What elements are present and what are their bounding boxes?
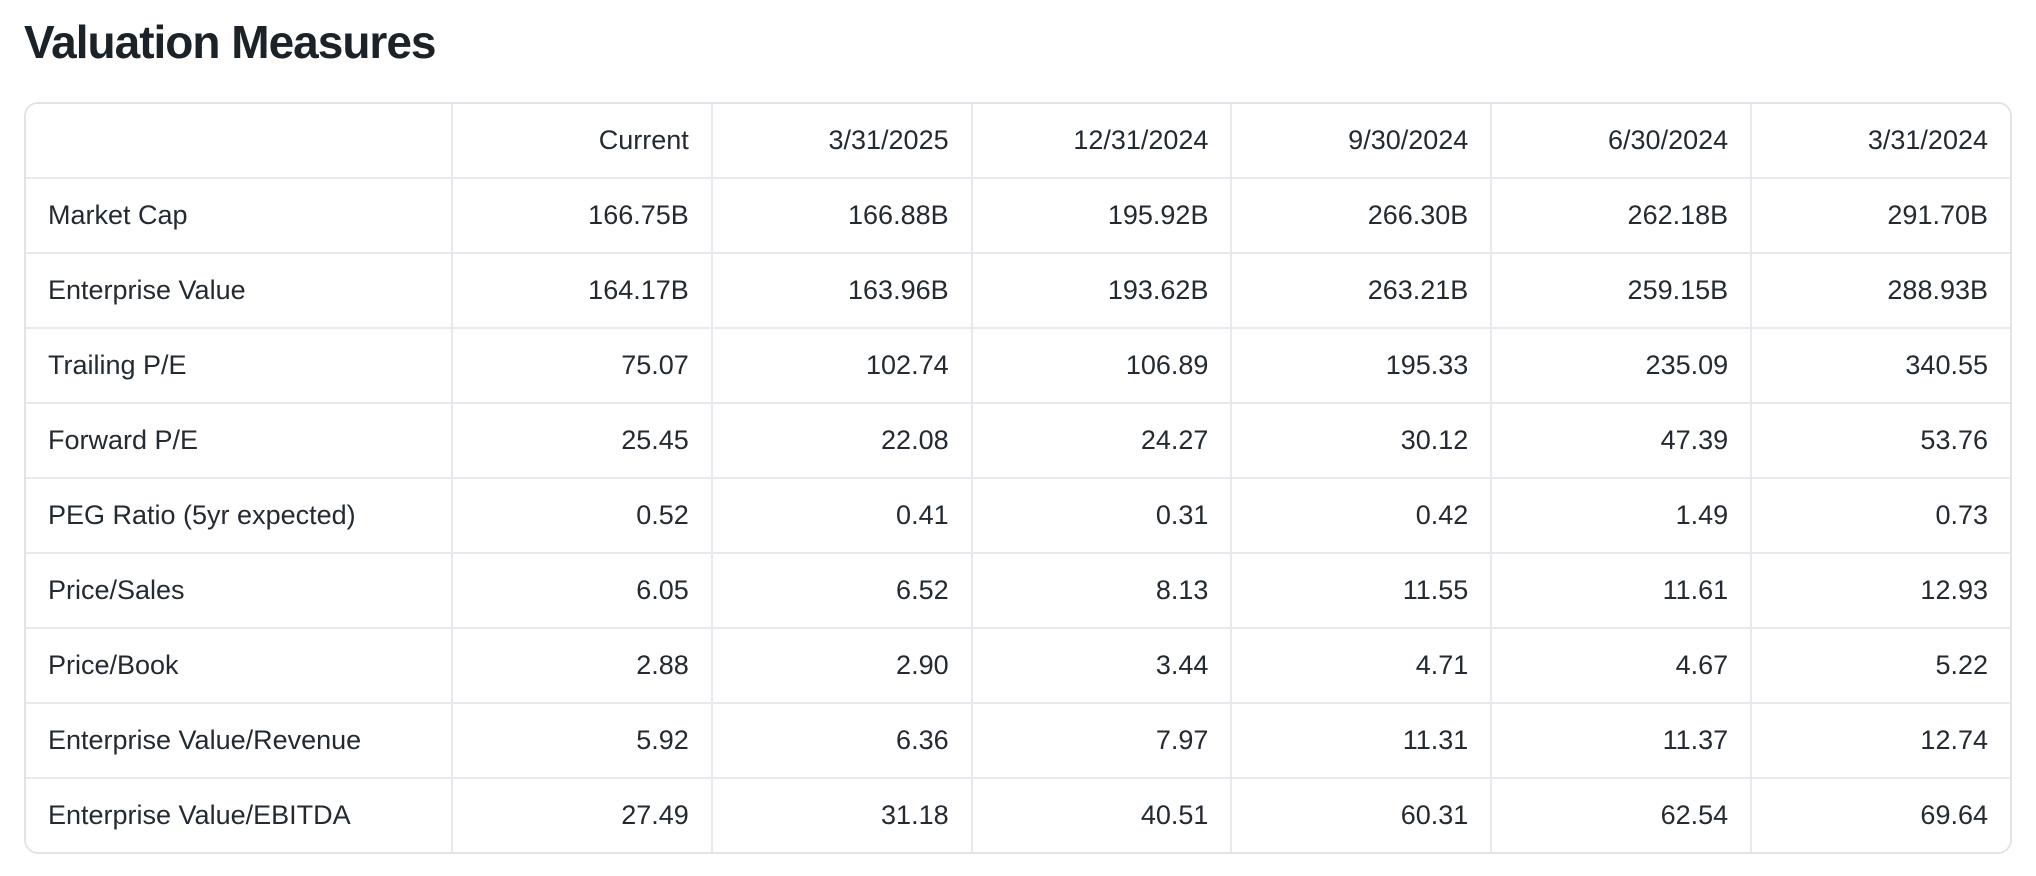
metric-value-cell: 30.12 — [1230, 402, 1491, 477]
metric-value-cell: 166.75B — [450, 179, 711, 252]
metric-value-cell: 7.97 — [970, 702, 1231, 777]
metric-value-cell: 288.93B — [1750, 252, 2010, 327]
table-body: Market Cap 166.75B 166.88B 195.92B 266.30B 26… — [26, 179, 2010, 852]
metric-value-cell: 0.41 — [710, 477, 971, 552]
table-row: Market Cap 166.75B 166.88B 195.92B 266.30B 26… — [26, 179, 2010, 252]
metric-value-cell: 0.52 — [450, 477, 711, 552]
row-label: Market Cap — [26, 179, 451, 252]
metric-value-cell: 291.70B — [1750, 179, 2010, 252]
metric-value-cell: 235.09 — [1490, 327, 1751, 402]
metric-value-cell: 2.88 — [450, 627, 711, 702]
metric-value-cell: 6.52 — [710, 552, 971, 627]
table-header-row: Current 3/31/2025 12/31/2024 9/30/2024 6… — [26, 104, 2010, 179]
metric-value-cell: 47.39 — [1490, 402, 1751, 477]
metric-value-cell: 102.74 — [710, 327, 971, 402]
column-header-current: Current — [450, 104, 711, 179]
row-label: Enterprise Value/Revenue — [26, 702, 451, 777]
row-label: Price/Sales — [26, 552, 451, 627]
metric-value-cell: 4.71 — [1230, 627, 1491, 702]
metric-value-cell: 40.51 — [970, 777, 1231, 852]
metric-value-cell: 27.49 — [450, 777, 711, 852]
metric-value-cell: 25.45 — [450, 402, 711, 477]
metric-value-cell: 24.27 — [970, 402, 1231, 477]
metric-value-cell: 11.55 — [1230, 552, 1491, 627]
metric-value-cell: 263.21B — [1230, 252, 1491, 327]
valuation-table: Current 3/31/2025 12/31/2024 9/30/2024 6… — [24, 102, 2012, 854]
row-label: PEG Ratio (5yr expected) — [26, 477, 451, 552]
metric-value-cell: 0.73 — [1750, 477, 2010, 552]
table-row: Enterprise Value/EBITDA 27.49 31.18 40.51 60… — [26, 777, 2010, 852]
table-row: Price/Book 2.88 2.90 3.44 4.71 4.67 5.22 — [26, 627, 2010, 702]
metric-value-cell: 62.54 — [1490, 777, 1751, 852]
metric-value-cell: 11.61 — [1490, 552, 1751, 627]
row-label: Forward P/E — [26, 402, 451, 477]
metric-value-cell: 164.17B — [450, 252, 711, 327]
column-header-date-5: 3/31/2024 — [1750, 104, 2010, 179]
metric-value-cell: 60.31 — [1230, 777, 1491, 852]
metric-value-cell: 75.07 — [450, 327, 711, 402]
metric-value-cell: 11.37 — [1490, 702, 1751, 777]
metric-value-cell: 3.44 — [970, 627, 1231, 702]
metric-value-cell: 166.88B — [710, 179, 971, 252]
metric-value-cell: 195.33 — [1230, 327, 1491, 402]
column-header-date-1: 3/31/2025 — [710, 104, 971, 179]
metric-value-cell: 8.13 — [970, 552, 1231, 627]
page-title: Valuation Measures — [24, 16, 437, 68]
metric-value-cell: 22.08 — [710, 402, 971, 477]
metric-value-cell: 0.42 — [1230, 477, 1491, 552]
table-row: PEG Ratio (5yr expected) 0.52 0.41 0.31 0.42… — [26, 477, 2010, 552]
metric-value-cell: 266.30B — [1230, 179, 1491, 252]
metric-value-cell: 193.62B — [970, 252, 1231, 327]
metric-value-cell: 11.31 — [1230, 702, 1491, 777]
metric-value-cell: 106.89 — [970, 327, 1231, 402]
metric-value-cell: 0.31 — [970, 477, 1231, 552]
table-row: Enterprise Value/Revenue 5.92 6.36 7.97 11.3… — [26, 702, 2010, 777]
metric-value-cell: 1.49 — [1490, 477, 1751, 552]
table-row: Forward P/E 25.45 22.08 24.27 30.12 47.39 53.7… — [26, 402, 2010, 477]
metric-value-cell: 259.15B — [1490, 252, 1751, 327]
metric-value-cell: 6.05 — [450, 552, 711, 627]
metric-value-cell: 4.67 — [1490, 627, 1751, 702]
row-label: Price/Book — [26, 627, 451, 702]
metric-value-cell: 195.92B — [970, 179, 1231, 252]
valuation-table-container: Current 3/31/2025 12/31/2024 9/30/2024 6… — [24, 102, 2012, 854]
table-row: Trailing P/E 75.07 102.74 106.89 195.33 235.0… — [26, 327, 2010, 402]
metric-value-cell: 340.55 — [1750, 327, 2010, 402]
table-row: Enterprise Value 164.17B 163.96B 193.62B 263… — [26, 252, 2010, 327]
metric-value-cell: 5.22 — [1750, 627, 2010, 702]
row-label: Enterprise Value/EBITDA — [26, 777, 451, 852]
column-header-date-2: 12/31/2024 — [970, 104, 1231, 179]
metric-value-cell: 69.64 — [1750, 777, 2010, 852]
metric-value-cell: 5.92 — [450, 702, 711, 777]
row-label: Enterprise Value — [26, 252, 451, 327]
column-header-date-3: 9/30/2024 — [1230, 104, 1491, 179]
metric-value-cell: 2.90 — [710, 627, 971, 702]
metric-value-cell: 262.18B — [1490, 179, 1751, 252]
metric-value-cell: 6.36 — [710, 702, 971, 777]
metric-value-cell: 163.96B — [710, 252, 971, 327]
metric-value-cell: 31.18 — [710, 777, 971, 852]
metric-value-cell: 53.76 — [1750, 402, 2010, 477]
metric-value-cell: 12.74 — [1750, 702, 2010, 777]
column-header-blank — [26, 104, 451, 179]
column-header-date-4: 6/30/2024 — [1490, 104, 1751, 179]
metric-value-cell: 12.93 — [1750, 552, 2010, 627]
row-label: Trailing P/E — [26, 327, 451, 402]
table-row: Price/Sales 6.05 6.52 8.13 11.55 11.61 12.93 — [26, 552, 2010, 627]
